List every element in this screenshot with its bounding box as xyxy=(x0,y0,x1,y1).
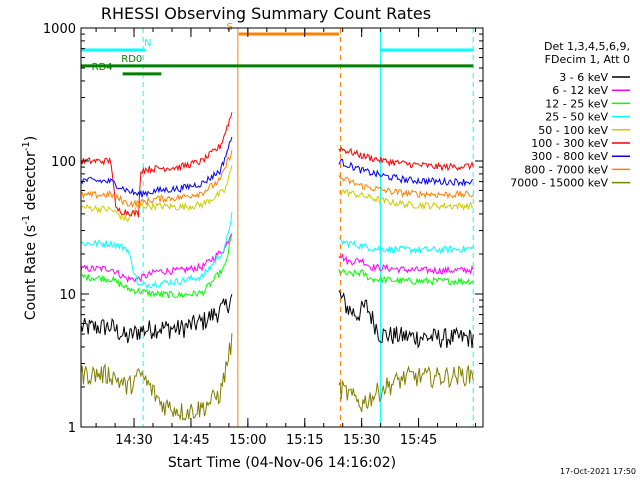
series-6 xyxy=(80,136,474,198)
x-tick-label-4: 15:30 xyxy=(343,433,380,448)
y-axis: 1 10 100 1000 xyxy=(43,22,483,436)
series-7-segment-0 xyxy=(80,150,233,209)
series-0 xyxy=(80,290,474,349)
series-2-segment-1 xyxy=(338,268,474,286)
legend-label-6: 300 - 800 keV xyxy=(531,150,608,163)
y-axis-label-main: Count Rate (s xyxy=(23,225,39,320)
y-axis-label-end: ) xyxy=(23,136,39,141)
legend-label-5: 100 - 300 keV xyxy=(531,137,608,150)
x-tick-label-0: 14:30 xyxy=(115,433,152,448)
y-tick-label-1: 10 xyxy=(59,288,76,303)
x-tick-label-5: 15:45 xyxy=(400,433,437,448)
legend-label-8: 7000 - 15000 keV xyxy=(510,177,608,190)
legend-label-7: 800 - 7000 keV xyxy=(524,163,608,176)
y-axis-label: Count Rate (s-1 detector-1) xyxy=(21,136,39,320)
series-8-segment-0 xyxy=(80,333,233,422)
x-tick-label-2: 15:00 xyxy=(229,433,266,448)
series-1-segment-0 xyxy=(80,233,233,284)
series-5-segment-1 xyxy=(338,146,474,172)
legend-label-4: 50 - 100 keV xyxy=(538,124,608,137)
y-tick-label-0: 1 xyxy=(68,421,76,436)
series-3-segment-0 xyxy=(80,212,233,290)
chart-title: RHESSI Observing Summary Count Rates xyxy=(101,4,431,23)
series-8-segment-1 xyxy=(338,365,474,413)
flag-bars: N S RD0 RD4 xyxy=(81,22,474,76)
series-8 xyxy=(80,333,474,422)
series-2 xyxy=(81,233,474,299)
series-6-segment-1 xyxy=(338,159,474,187)
series-4-segment-0 xyxy=(80,165,233,223)
series-5 xyxy=(80,112,474,218)
series-1-segment-1 xyxy=(338,253,474,276)
y-axis-label-sup1: -1 xyxy=(21,215,32,225)
flag-label-0: N xyxy=(144,38,151,49)
legend-header-line-2: FDecim 1, Att 0 xyxy=(545,53,630,66)
series-7 xyxy=(80,150,474,209)
flag-label-1: S xyxy=(226,22,232,33)
legend-header-line-1: Det 1,3,4,5,6,9, xyxy=(544,40,630,53)
y-tick-label-2: 100 xyxy=(51,155,76,170)
y-tick-label-3: 1000 xyxy=(43,22,76,37)
series-3-segment-1 xyxy=(338,237,474,255)
series-4-segment-1 xyxy=(338,188,474,212)
x-axis-label: Start Time (04-Nov-06 14:16:02) xyxy=(168,455,396,471)
legend-label-3: 25 - 50 keV xyxy=(545,111,608,124)
series-7-segment-1 xyxy=(338,174,474,200)
x-tick-label-3: 15:15 xyxy=(286,433,323,448)
series-3 xyxy=(80,212,474,290)
x-axis: 14:30 14:45 15:00 15:15 15:30 15:45 xyxy=(95,28,476,448)
legend-label-2: 12 - 25 keV xyxy=(545,97,608,110)
y-axis-label-sup2: -1 xyxy=(21,141,32,151)
series-6-segment-0 xyxy=(80,136,233,198)
series-2-segment-0 xyxy=(81,233,233,299)
footer-date: 17-Oct-2021 17:50 xyxy=(560,467,636,476)
flag-label-3: RD4 xyxy=(92,62,113,73)
plot-frame xyxy=(80,27,484,428)
y-axis-label-mid: detector xyxy=(23,151,39,215)
x-tick-label-1: 14:45 xyxy=(172,433,209,448)
legend-label-0: 3 - 6 keV xyxy=(559,71,608,84)
series-4 xyxy=(80,165,474,223)
series-1 xyxy=(80,233,474,284)
legend-label-1: 6 - 12 keV xyxy=(552,84,608,97)
series-5-segment-0 xyxy=(80,112,233,218)
flag-label-2: RD0 xyxy=(121,54,142,65)
series-lines xyxy=(80,112,474,422)
legend: Det 1,3,4,5,6,9, FDecim 1, Att 0 3 - 6 k… xyxy=(510,40,630,190)
vertical-markers xyxy=(80,28,474,427)
series-0-segment-0 xyxy=(80,293,233,344)
series-0-segment-1 xyxy=(338,290,474,349)
